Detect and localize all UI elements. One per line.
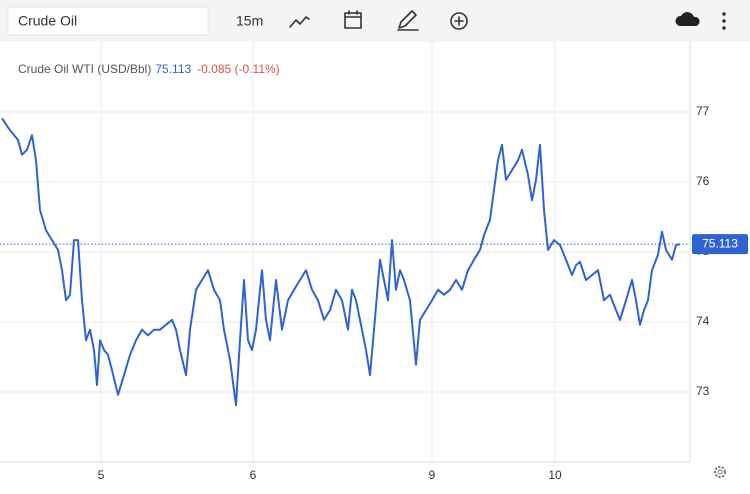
- x-tick-label: 9: [429, 468, 436, 482]
- menu-icon[interactable]: [722, 12, 726, 30]
- draw-icon[interactable]: [397, 10, 419, 31]
- y-tick-label: 77: [696, 104, 710, 118]
- instrument-name: Crude Oil WTI (USD/Bbl): [18, 62, 151, 76]
- price-line: [1, 117, 681, 407]
- x-tick-label: 5: [98, 468, 105, 482]
- add-icon[interactable]: [450, 12, 468, 30]
- calendar-icon[interactable]: [344, 10, 362, 29]
- plot-layer: 73747576775691075.113: [0, 42, 748, 482]
- price-change: -0.085 (-0.11%): [197, 62, 279, 76]
- chart-type-icon[interactable]: [289, 16, 310, 28]
- y-tick-label: 73: [696, 384, 710, 398]
- last-price-tag-text: 75.113: [702, 236, 738, 250]
- quote-header: Crude Oil WTI (USD/Bbl) 75.113 -0.085 (-0.…: [18, 62, 280, 76]
- x-tick-label: 10: [548, 468, 562, 482]
- last-price: 75.113: [155, 62, 191, 76]
- interval-button[interactable]: 15m: [236, 13, 263, 29]
- settings-icon[interactable]: [714, 466, 726, 478]
- search-box[interactable]: [7, 6, 209, 36]
- y-tick-label: 74: [696, 314, 710, 328]
- download-icon[interactable]: [675, 12, 700, 26]
- y-tick-label: 76: [696, 174, 710, 188]
- last-price-tag: [692, 234, 748, 255]
- x-tick-label: 6: [250, 468, 257, 482]
- search-text: Crude Oil: [18, 13, 77, 29]
